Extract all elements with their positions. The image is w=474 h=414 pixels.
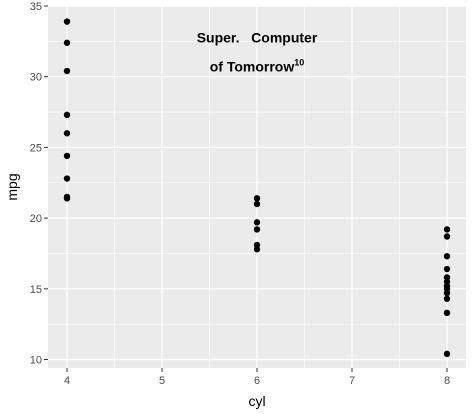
tick-labels: 4 5 6 7 8 10 15 20 25 30 35 <box>30 1 450 387</box>
data-point <box>443 295 451 302</box>
x-tick-label: 4 <box>64 375 70 387</box>
data-points <box>63 18 451 358</box>
annotation-line-1: Super. Computer <box>197 29 318 45</box>
y-axis-title: mpg <box>4 173 20 200</box>
annotation-line-2-main: of Tomorrow <box>210 58 295 74</box>
data-point <box>253 246 261 253</box>
y-tick-label: 10 <box>30 355 42 367</box>
data-point <box>63 18 71 25</box>
data-point <box>253 200 261 208</box>
data-point <box>63 175 71 182</box>
x-tick-label: 5 <box>159 375 165 387</box>
data-point <box>443 350 451 358</box>
data-point <box>63 130 71 137</box>
x-tick-label: 8 <box>444 375 450 387</box>
data-point <box>443 289 451 297</box>
data-point <box>63 152 71 160</box>
y-tick-label: 30 <box>30 72 42 84</box>
data-point <box>253 195 261 202</box>
axis-ticks <box>44 5 448 372</box>
annotation-line-2: of Tomorrow10 <box>210 57 305 74</box>
data-point <box>443 233 451 240</box>
y-tick-label: 25 <box>30 142 42 154</box>
data-point <box>443 309 451 317</box>
data-point <box>63 195 71 202</box>
data-point <box>443 253 451 260</box>
annotation-superscript: 10 <box>294 57 304 67</box>
data-point <box>443 265 451 273</box>
y-tick-label: 35 <box>30 1 42 13</box>
x-tick-label: 6 <box>254 375 260 387</box>
x-tick-label: 7 <box>349 375 355 387</box>
data-point <box>253 226 261 233</box>
y-tick-label: 15 <box>30 284 42 296</box>
data-point <box>63 111 71 119</box>
x-axis-title: cyl <box>248 393 265 409</box>
data-point <box>63 39 71 46</box>
major-gridlines <box>48 5 466 368</box>
data-point <box>443 226 451 233</box>
data-point <box>253 219 261 226</box>
data-point <box>63 67 71 75</box>
y-tick-label: 20 <box>30 213 42 225</box>
